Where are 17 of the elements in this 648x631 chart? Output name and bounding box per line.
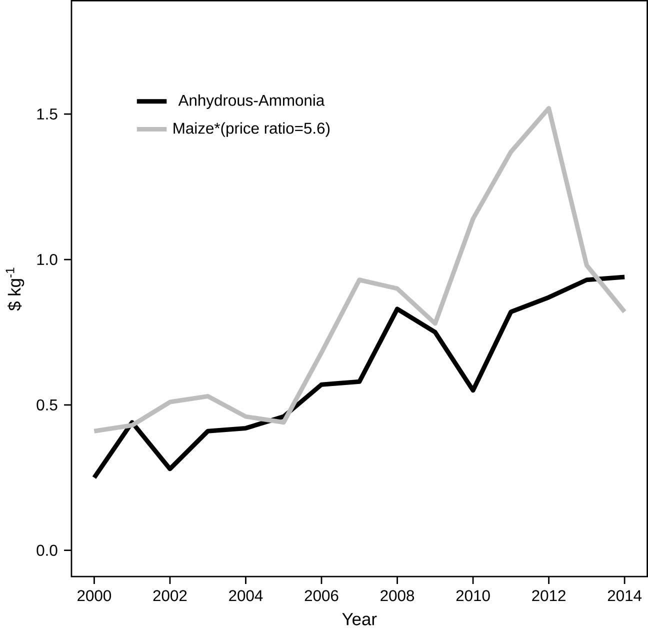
x-tick-label: 2014	[608, 590, 642, 602]
line-series	[92, 274, 627, 480]
x-tick-label: 2006	[304, 590, 338, 602]
x-tick-label: 2000	[78, 590, 112, 602]
x-tick-label: 2004	[229, 590, 263, 602]
y-axis-title: $ kg$^{-1}$	[6, 268, 24, 311]
y-tick-label: 0.0	[36, 544, 58, 556]
legend-label: Anhydrous-Ammonia	[178, 94, 325, 109]
legend-label: Maize*(price ratio=5.6)	[174, 122, 330, 137]
y-tick-label: 1.0	[37, 254, 58, 266]
x-tick-label: 2010	[456, 590, 490, 602]
x-tick-label: 2012	[532, 590, 566, 602]
x-tick-label: 2008	[380, 590, 414, 602]
y-tick-label: 1.5	[37, 108, 58, 120]
x-tick-label: 2002	[153, 590, 187, 602]
y-tick-label: 0.5	[36, 399, 58, 410]
x-axis-title: Year	[342, 613, 377, 626]
